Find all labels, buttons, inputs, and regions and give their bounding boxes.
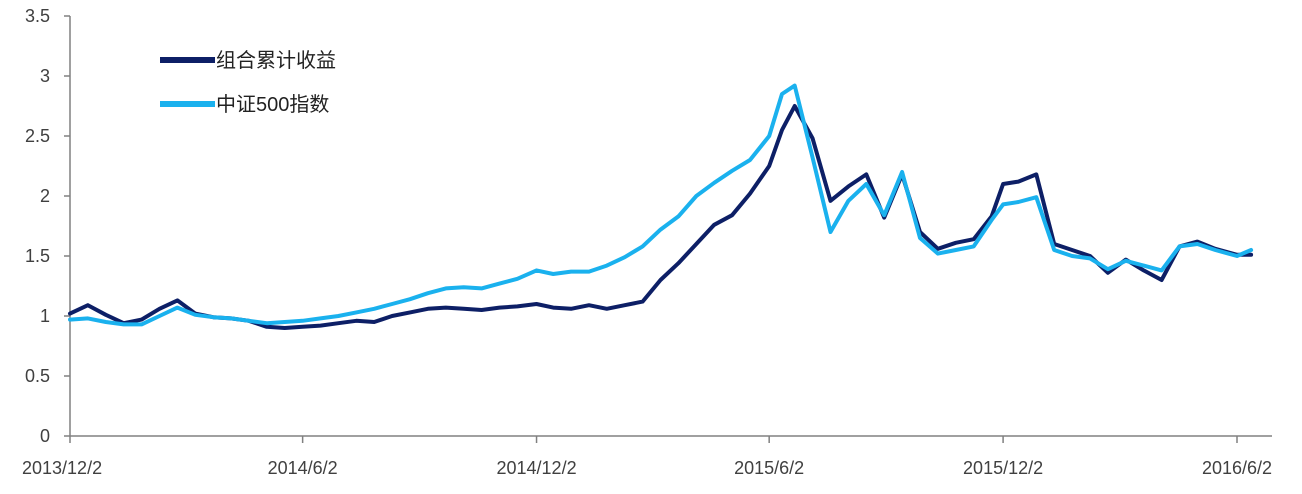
y-tick-label: 2.5 — [25, 126, 50, 146]
y-tick-label: 1 — [40, 306, 50, 326]
series-lines — [68, 83, 1254, 330]
legend-label-csi500: 中证500指数 — [216, 93, 329, 116]
x-tick-label: 2013/12/2 — [22, 458, 102, 478]
y-tick-label: 0 — [40, 426, 50, 446]
legend-label-portfolio: 组合累计收益 — [216, 49, 336, 72]
axes: 0 0.5 1 1.5 2 2.5 3 3.5 2013/12/2 2014/6/2 2014/12… — [22, 6, 1272, 478]
series-line-csi500 — [68, 83, 1254, 327]
y-tick-label: 3 — [40, 66, 50, 86]
x-tick-label: 2016/6/2 — [1202, 458, 1272, 478]
series-line-portfolio — [68, 104, 1254, 330]
y-tick-label: 0.5 — [25, 366, 50, 386]
y-tick-label: 3.5 — [25, 6, 50, 26]
y-tick-label: 2 — [40, 186, 50, 206]
x-tick-label: 2014/12/2 — [497, 458, 577, 478]
y-tick-label: 1.5 — [25, 246, 50, 266]
x-tick-label: 2015/6/2 — [734, 458, 804, 478]
x-tick-label: 2015/12/2 — [963, 458, 1043, 478]
x-tick-label: 2014/6/2 — [268, 458, 338, 478]
